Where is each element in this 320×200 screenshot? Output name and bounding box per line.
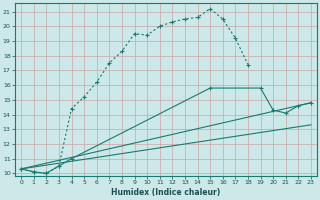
X-axis label: Humidex (Indice chaleur): Humidex (Indice chaleur) (111, 188, 221, 197)
